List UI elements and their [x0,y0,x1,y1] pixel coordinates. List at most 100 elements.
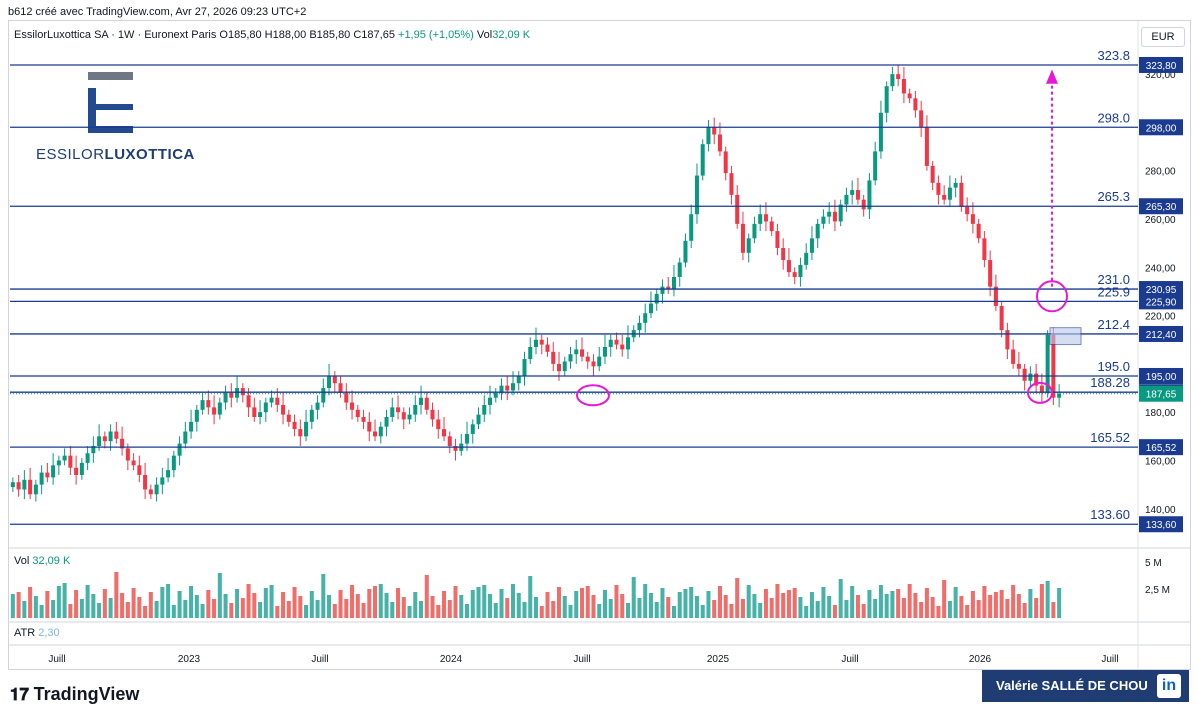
volume-bar [258,602,263,618]
candle-body [896,74,901,79]
volume-bar [1005,599,1010,618]
candle-body [125,448,130,461]
x-tick-label: Juill [573,654,590,665]
volume-bar [10,594,15,618]
candle-body [648,303,653,314]
candle-body [930,165,935,183]
volume-bar [671,606,676,618]
annotation-circle [1027,381,1053,404]
candle-body [740,223,745,253]
volume-bar [373,586,378,618]
volume-bar [792,588,797,618]
volume-bar [890,591,895,618]
tradingview-logo[interactable]: 𝟏𝟕 TradingView [10,684,140,704]
candle-body [855,190,860,200]
volume-bar [706,591,711,618]
linkedin-icon[interactable]: in [1157,674,1181,698]
volume-bar [344,599,349,618]
candle-body [22,479,27,490]
candle-body [510,383,516,391]
y-tick-label: 260,00 [1145,215,1176,226]
candle-body [551,351,556,364]
volume-bar [804,606,809,618]
volume-bar [33,596,38,618]
candle-body [1051,334,1056,398]
level-label: 165.52 [1090,430,1130,445]
volume-bar [850,586,855,618]
candle-body [942,194,947,200]
x-tick-label: Juill [311,654,328,665]
candle-body [850,190,855,195]
x-tick-label: 2026 [969,654,992,665]
volume-tick-label: 2,5 M [1145,585,1170,596]
price-tag-label: 298,00 [1146,123,1177,134]
volume-bar [942,580,947,618]
y-tick-label: 160,00 [1145,456,1176,467]
candle-body [281,404,286,415]
author-badge[interactable]: Valérie SALLÉ DE CHOU in [982,670,1189,702]
volume-bar [154,601,159,618]
volume-bar [246,584,251,618]
candle-body [574,349,579,355]
volume-bar [327,595,332,618]
candle-body [792,272,797,277]
candle-body [321,388,326,403]
volume-bar [424,575,429,618]
volume-bar [896,589,901,618]
volume-bar [378,584,383,618]
candle-body [373,431,378,437]
volume-bar [913,593,918,618]
volume-bar [396,588,401,618]
candle-body [465,433,470,444]
volume-bar [700,605,705,618]
candle-body [33,484,38,495]
symbol-name[interactable]: EssilorLuxottica SA · 1W · Euronext Pari… [14,29,217,41]
candle-body [982,238,987,261]
price-tag [1139,56,1183,73]
candle-body [976,223,981,239]
volume-bar [384,593,389,618]
annotation-circle [576,384,610,407]
y-tick-label: 240,00 [1145,263,1176,274]
candle-body [16,482,21,490]
volume-bar [194,595,199,618]
volume-bar [275,606,280,618]
candle-body [79,462,84,475]
candle-body [194,409,199,422]
candle-body [579,349,585,357]
candle-body [45,472,50,478]
candle-body [390,407,395,418]
volume-bar [988,595,993,618]
price-tag [1139,281,1183,298]
volume-bar [263,588,268,618]
currency-button[interactable]: EUR [1141,27,1185,47]
volume-bar [91,594,96,618]
volume-bar [838,579,843,618]
volume-bar [861,604,866,618]
candle-body [177,443,182,456]
y-tick-label: 180,00 [1145,408,1176,419]
volume-bar [677,592,682,618]
volume-bar [206,590,211,618]
candle-body [970,214,975,224]
volume-bar [212,599,217,618]
candle-body [91,446,96,454]
volume-bar [499,589,504,618]
volume-bar [953,587,958,618]
volume-bar [510,584,516,618]
volume-bar [1022,603,1027,618]
volume-bar [465,604,470,618]
volume-bar [620,594,625,618]
candle-body [884,86,889,113]
candle-body [1016,363,1021,369]
volume-bar [878,585,883,618]
volume-bar [556,587,562,618]
volume-bar [1057,588,1062,618]
candle-body [666,286,671,290]
volume-bar [177,591,182,618]
candle-body [522,359,527,376]
volume-bar [350,585,355,618]
volume-bar [729,604,734,618]
volume-bar [959,596,964,618]
